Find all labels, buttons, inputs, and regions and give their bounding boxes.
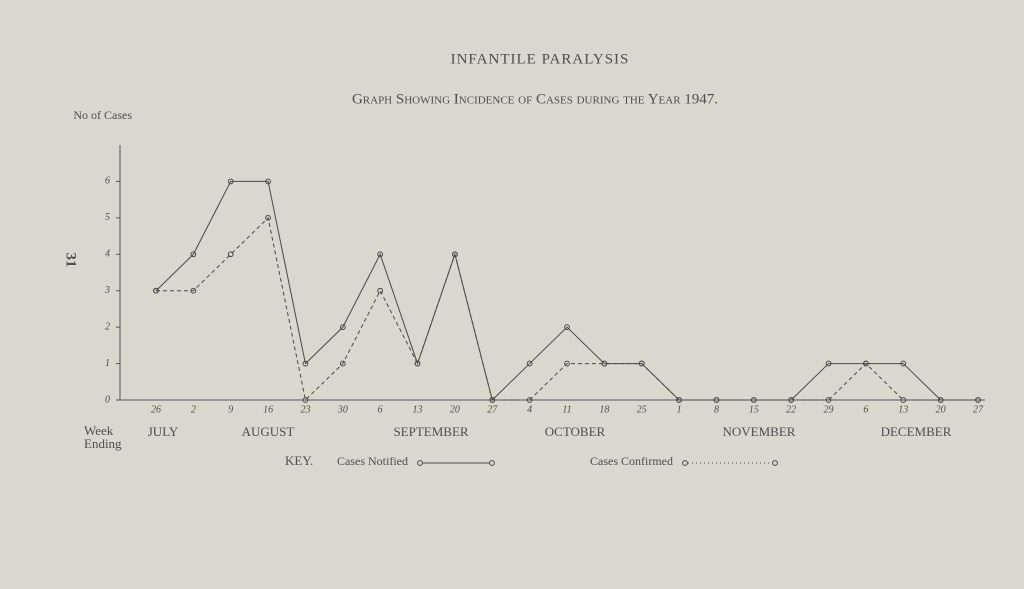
x-tick-label: 4 — [527, 404, 532, 415]
x-tick-label: 6 — [378, 404, 383, 415]
x-tick-label: 25 — [637, 404, 647, 415]
x-tick-label: 2 — [191, 404, 196, 415]
legend-title: KEY. — [285, 453, 313, 468]
point — [564, 360, 570, 367]
point — [339, 360, 346, 367]
x-tick-label: 23 — [300, 404, 310, 415]
x-tick-label: 8 — [714, 404, 719, 415]
point — [377, 287, 384, 294]
x-tick-label: 27 — [973, 404, 984, 415]
point — [900, 360, 907, 367]
point — [900, 397, 907, 403]
point — [227, 178, 234, 185]
y-tick-label: 3 — [104, 285, 110, 296]
chart-subtitle: Graph Showing Incidence of Cases during … — [352, 91, 718, 107]
month-label: DECEMBER — [881, 424, 952, 439]
x-tick-label: 16 — [263, 404, 273, 415]
point — [339, 324, 346, 331]
y-tick-label: 4 — [105, 249, 110, 260]
y-axis-label-box: No of Cases — [73, 108, 132, 122]
month-label: SEPTEMBER — [393, 424, 468, 439]
point — [227, 251, 234, 258]
x-tick-label: 13 — [413, 404, 423, 415]
x-axis-label-box: Week Ending — [84, 424, 122, 451]
point — [302, 360, 309, 367]
point — [190, 287, 197, 294]
legend-label: Cases Confirmed — [590, 454, 673, 468]
point — [265, 178, 271, 185]
x-tick-label: 27 — [487, 404, 498, 415]
point — [153, 287, 159, 294]
x-tick-label: 20 — [936, 404, 946, 415]
month-label: AUGUST — [242, 424, 295, 439]
point — [452, 251, 458, 258]
x-tick-label: 30 — [337, 404, 348, 415]
point — [863, 360, 869, 367]
point — [489, 397, 496, 403]
y-axis-label: No of Cases — [73, 108, 132, 122]
point — [788, 397, 795, 403]
x-tick-label: 26 — [151, 404, 161, 415]
chart-title: INFANTILE PARALYSIS — [451, 51, 630, 67]
point — [526, 360, 533, 367]
x-tick-label: 6 — [863, 404, 868, 415]
x-tick-label: 29 — [824, 404, 834, 415]
point — [676, 397, 682, 403]
point — [825, 397, 832, 403]
point — [750, 397, 757, 403]
legend-marker — [682, 460, 688, 466]
point — [713, 397, 720, 403]
x-tick-label: 13 — [898, 404, 908, 415]
y-tick-label: 1 — [105, 358, 110, 369]
x-tick-label: 20 — [450, 404, 460, 415]
x-axis-label: Week Ending — [84, 424, 122, 451]
y-tick-label: 2 — [105, 321, 110, 332]
point — [414, 360, 421, 367]
point — [638, 360, 645, 367]
x-tick-label: 22 — [786, 404, 796, 415]
legend: Cases Notified Cases Confirmed — [337, 454, 778, 468]
x-tick-label: 15 — [749, 404, 759, 415]
x-tick-label: 18 — [599, 404, 609, 415]
point — [937, 397, 944, 403]
point — [975, 397, 981, 403]
point — [825, 360, 832, 367]
legend-marker — [772, 460, 778, 466]
point — [302, 397, 309, 403]
y-tick-label: 0 — [105, 394, 110, 405]
point — [265, 214, 271, 221]
x-tick-label: 9 — [228, 404, 233, 415]
legend-label: Cases Notified — [337, 454, 408, 468]
month-label: JULY — [148, 424, 179, 439]
legend-marker — [489, 460, 495, 466]
page-number: 31 — [63, 253, 79, 268]
legend-marker — [417, 460, 423, 466]
y-tick-label: 6 — [105, 176, 110, 187]
month-label: OCTOBER — [545, 424, 606, 439]
point — [190, 251, 197, 258]
series-line — [155, 180, 978, 401]
month-label: NOVEMBER — [723, 424, 796, 439]
point — [601, 360, 608, 367]
series-line — [156, 216, 978, 401]
point — [526, 397, 533, 403]
y-tick-label: 5 — [105, 212, 110, 223]
point — [377, 251, 384, 258]
point — [564, 324, 570, 331]
x-tick-label: 1 — [677, 404, 682, 415]
x-tick-label: 11 — [562, 404, 571, 415]
